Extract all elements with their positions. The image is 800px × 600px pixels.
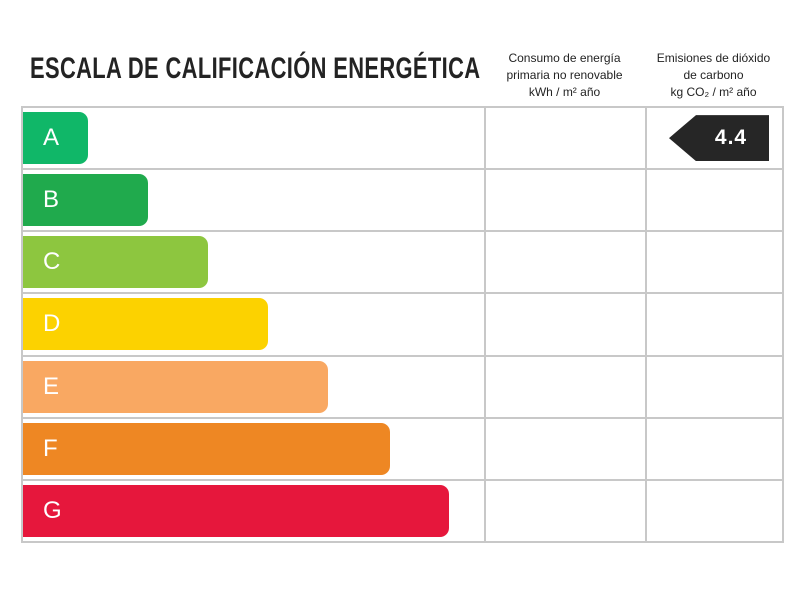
rating-row-b: B: [23, 170, 782, 233]
rating-bar-f: F: [23, 422, 390, 475]
header-line: de carbono: [683, 67, 744, 82]
consumption-cell: [486, 170, 647, 231]
consumption-cell: [486, 356, 647, 417]
rating-row-e: E: [23, 356, 782, 419]
emissions-column-header: Emisiones de dióxido de carbono kg CO₂ /…: [645, 50, 782, 100]
scale-cell: A: [23, 108, 486, 169]
consumption-cell: [486, 418, 647, 479]
rating-letter: G: [43, 496, 62, 524]
header-line: primaria no renovable: [506, 67, 623, 82]
rating-letter: B: [43, 186, 60, 214]
rating-row-d: D: [23, 294, 782, 357]
rating-row-c: C: [23, 232, 782, 295]
consumption-cell: [486, 232, 647, 293]
header-line: Consumo de energía: [508, 51, 621, 65]
consumption-column-header: Consumo de energía primaria no renovable…: [484, 50, 645, 100]
emissions-cell: 4.4: [647, 108, 782, 168]
consumption-cell: [486, 108, 647, 169]
rating-bar-b: B: [23, 174, 148, 227]
emissions-cell: [647, 170, 782, 230]
emissions-value-arrow: 4.4: [669, 115, 769, 162]
rating-letter: A: [43, 124, 60, 152]
emissions-cell: [647, 232, 782, 292]
emissions-cell: [647, 294, 782, 354]
scale-cell: F: [23, 418, 486, 479]
scale-cell: B: [23, 170, 486, 231]
emissions-cell: [647, 357, 782, 417]
scale-cell: E: [23, 356, 486, 417]
header-unit: kg CO₂ / m² año: [670, 84, 757, 99]
rating-letter: C: [43, 248, 61, 276]
rating-letter: E: [43, 372, 60, 400]
consumption-cell: [486, 480, 647, 541]
emissions-cell: [647, 419, 782, 479]
header-unit: kWh / m² año: [528, 84, 601, 99]
header-line: Emisiones de dióxido: [656, 51, 771, 65]
rating-row-a: A 4.4: [23, 108, 782, 171]
scale-cell: D: [23, 294, 486, 355]
consumption-cell: [486, 294, 647, 355]
rating-table: A 4.4 B C D: [21, 106, 784, 543]
emissions-cell: [647, 481, 782, 541]
rating-row-f: F: [23, 418, 782, 481]
scale-cell: C: [23, 232, 486, 293]
page-title: ESCALA DE CALIFICACIÓN ENERGÉTICA: [30, 52, 481, 85]
rating-letter: F: [43, 434, 58, 462]
rating-bar-e: E: [23, 360, 328, 413]
rating-letter: D: [43, 310, 61, 338]
rating-bar-a: A: [23, 112, 88, 165]
rating-bar-g: G: [23, 484, 449, 537]
scale-cell: G: [23, 480, 486, 541]
rating-bar-c: C: [23, 236, 208, 289]
rating-bar-d: D: [23, 298, 268, 351]
emissions-value: 4.4: [714, 126, 748, 150]
rating-row-g: G: [23, 480, 782, 541]
